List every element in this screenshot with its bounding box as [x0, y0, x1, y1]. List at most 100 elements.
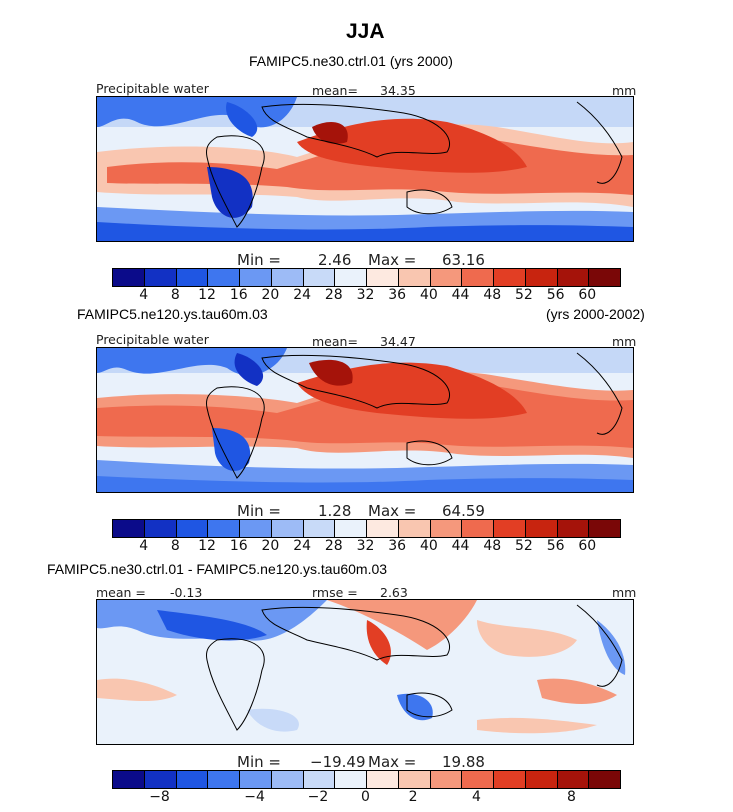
panel1-min-value: 2.46 — [318, 251, 352, 269]
panel2-min-value: 1.28 — [318, 502, 352, 520]
colorbar-swatch — [589, 269, 620, 286]
colorbar-swatch — [589, 771, 620, 788]
colorbar-swatch — [494, 520, 526, 537]
colorbar-swatch — [525, 771, 558, 788]
colorbar-swatch — [462, 771, 494, 788]
colorbar-tick-label: −4 — [244, 789, 265, 805]
colorbar-swatch — [208, 269, 240, 286]
colorbar-swatch — [176, 771, 209, 788]
panel1-units: mm — [612, 83, 637, 98]
colorbar-tick-label: −2 — [307, 789, 329, 805]
colorbar-swatch — [208, 771, 240, 788]
colorbar-swatch — [525, 520, 558, 537]
panel3-map — [96, 599, 634, 745]
panel3-title: FAMIPC5.ne30.ctrl.01 - FAMIPC5.ne120.ys.… — [47, 561, 388, 577]
panel2-max-label: Max = — [368, 502, 417, 520]
panel2-units: mm — [612, 334, 637, 349]
panel1-mean-label: mean= — [312, 83, 358, 98]
colorbar-tick-label: 8 — [170, 538, 180, 554]
colorbar-tick-label: 8 — [567, 789, 576, 805]
colorbar-swatch — [398, 520, 431, 537]
colorbar-tick-label: 20 — [261, 538, 280, 554]
panel3-colorbar — [112, 770, 621, 789]
panel3-units: mm — [612, 585, 637, 600]
colorbar-swatch — [430, 269, 463, 286]
colorbar-tick-label: −8 — [149, 789, 170, 805]
colorbar-tick-label: 4 — [139, 287, 149, 303]
colorbar-swatch — [367, 520, 399, 537]
colorbar-swatch — [462, 520, 494, 537]
colorbar-swatch — [398, 771, 431, 788]
colorbar-tick-label: 60 — [578, 287, 597, 303]
colorbar-tick-label: 40 — [419, 538, 438, 554]
colorbar-swatch — [271, 771, 304, 788]
colorbar-swatch — [240, 269, 272, 286]
panel1-max-value: 63.16 — [442, 251, 485, 269]
colorbar-tick-label: 48 — [483, 287, 502, 303]
colorbar-swatch — [303, 771, 336, 788]
panel1-mean-value: 34.35 — [380, 83, 416, 98]
colorbar-swatch — [398, 269, 431, 286]
colorbar-swatch — [113, 269, 145, 286]
colorbar-tick-label: 4 — [471, 789, 481, 805]
colorbar-tick-label: 40 — [419, 287, 438, 303]
colorbar-swatch — [303, 269, 336, 286]
panel1-map — [96, 96, 634, 242]
colorbar-swatch — [462, 269, 494, 286]
colorbar-swatch — [557, 269, 590, 286]
colorbar-tick-label: 12 — [198, 287, 216, 303]
colorbar-swatch — [144, 269, 177, 286]
panel1-variable: Precipitable water — [96, 81, 209, 96]
panel2-title: FAMIPC5.ne120.ys.tau60m.03 — [77, 306, 268, 322]
colorbar-tick-label: 4 — [139, 538, 149, 554]
panel3-min-label: Min = — [237, 753, 281, 771]
panel2-colorbar — [112, 519, 621, 538]
colorbar-tick-label: 44 — [451, 287, 470, 303]
page-title: JJA — [346, 20, 385, 43]
panel3-max-label: Max = — [368, 753, 417, 771]
panel3-mean-value: -0.13 — [170, 585, 203, 600]
colorbar-swatch — [144, 771, 177, 788]
colorbar-swatch — [208, 520, 240, 537]
panel2-variable: Precipitable water — [96, 332, 209, 347]
colorbar-tick-label: 28 — [324, 287, 343, 303]
colorbar-tick-label: 16 — [229, 287, 248, 303]
colorbar-swatch — [176, 520, 209, 537]
colorbar-tick-label: 2 — [408, 789, 418, 805]
panel2-years: (yrs 2000-2002) — [546, 306, 645, 322]
colorbar-swatch — [335, 269, 367, 286]
colorbar-tick-label: 52 — [515, 538, 533, 554]
colorbar-tick-label: 52 — [515, 287, 533, 303]
colorbar-tick-label: 32 — [356, 287, 375, 303]
colorbar-swatch — [430, 771, 463, 788]
panel1-max-label: Max = — [368, 251, 417, 269]
colorbar-swatch — [335, 771, 367, 788]
colorbar-tick-label: 20 — [261, 287, 280, 303]
panel3-rmse-value: 2.63 — [380, 585, 408, 600]
colorbar-tick-label: 60 — [578, 538, 597, 554]
panel1-title: FAMIPC5.ne30.ctrl.01 (yrs 2000) — [249, 53, 453, 69]
panel2-min-label: Min = — [237, 502, 281, 520]
colorbar-tick-label: 44 — [451, 538, 470, 554]
colorbar-swatch — [144, 520, 177, 537]
panel3-max-value: 19.88 — [442, 753, 485, 771]
panel1-colorbar — [112, 268, 621, 287]
colorbar-tick-label: 48 — [483, 538, 502, 554]
colorbar-tick-label: 28 — [324, 538, 343, 554]
colorbar-swatch — [494, 771, 526, 788]
colorbar-swatch — [367, 269, 399, 286]
colorbar-swatch — [113, 520, 145, 537]
colorbar-swatch — [271, 520, 304, 537]
panel2-max-value: 64.59 — [442, 502, 485, 520]
colorbar-tick-label: 56 — [546, 287, 565, 303]
panel2-map — [96, 347, 634, 493]
colorbar-swatch — [430, 520, 463, 537]
colorbar-tick-label: 32 — [356, 538, 375, 554]
colorbar-swatch — [176, 269, 209, 286]
colorbar-swatch — [113, 771, 145, 788]
colorbar-tick-label: 8 — [170, 287, 180, 303]
colorbar-swatch — [589, 520, 620, 537]
colorbar-swatch — [303, 520, 336, 537]
colorbar-tick-label: 24 — [293, 538, 312, 554]
colorbar-swatch — [271, 269, 304, 286]
